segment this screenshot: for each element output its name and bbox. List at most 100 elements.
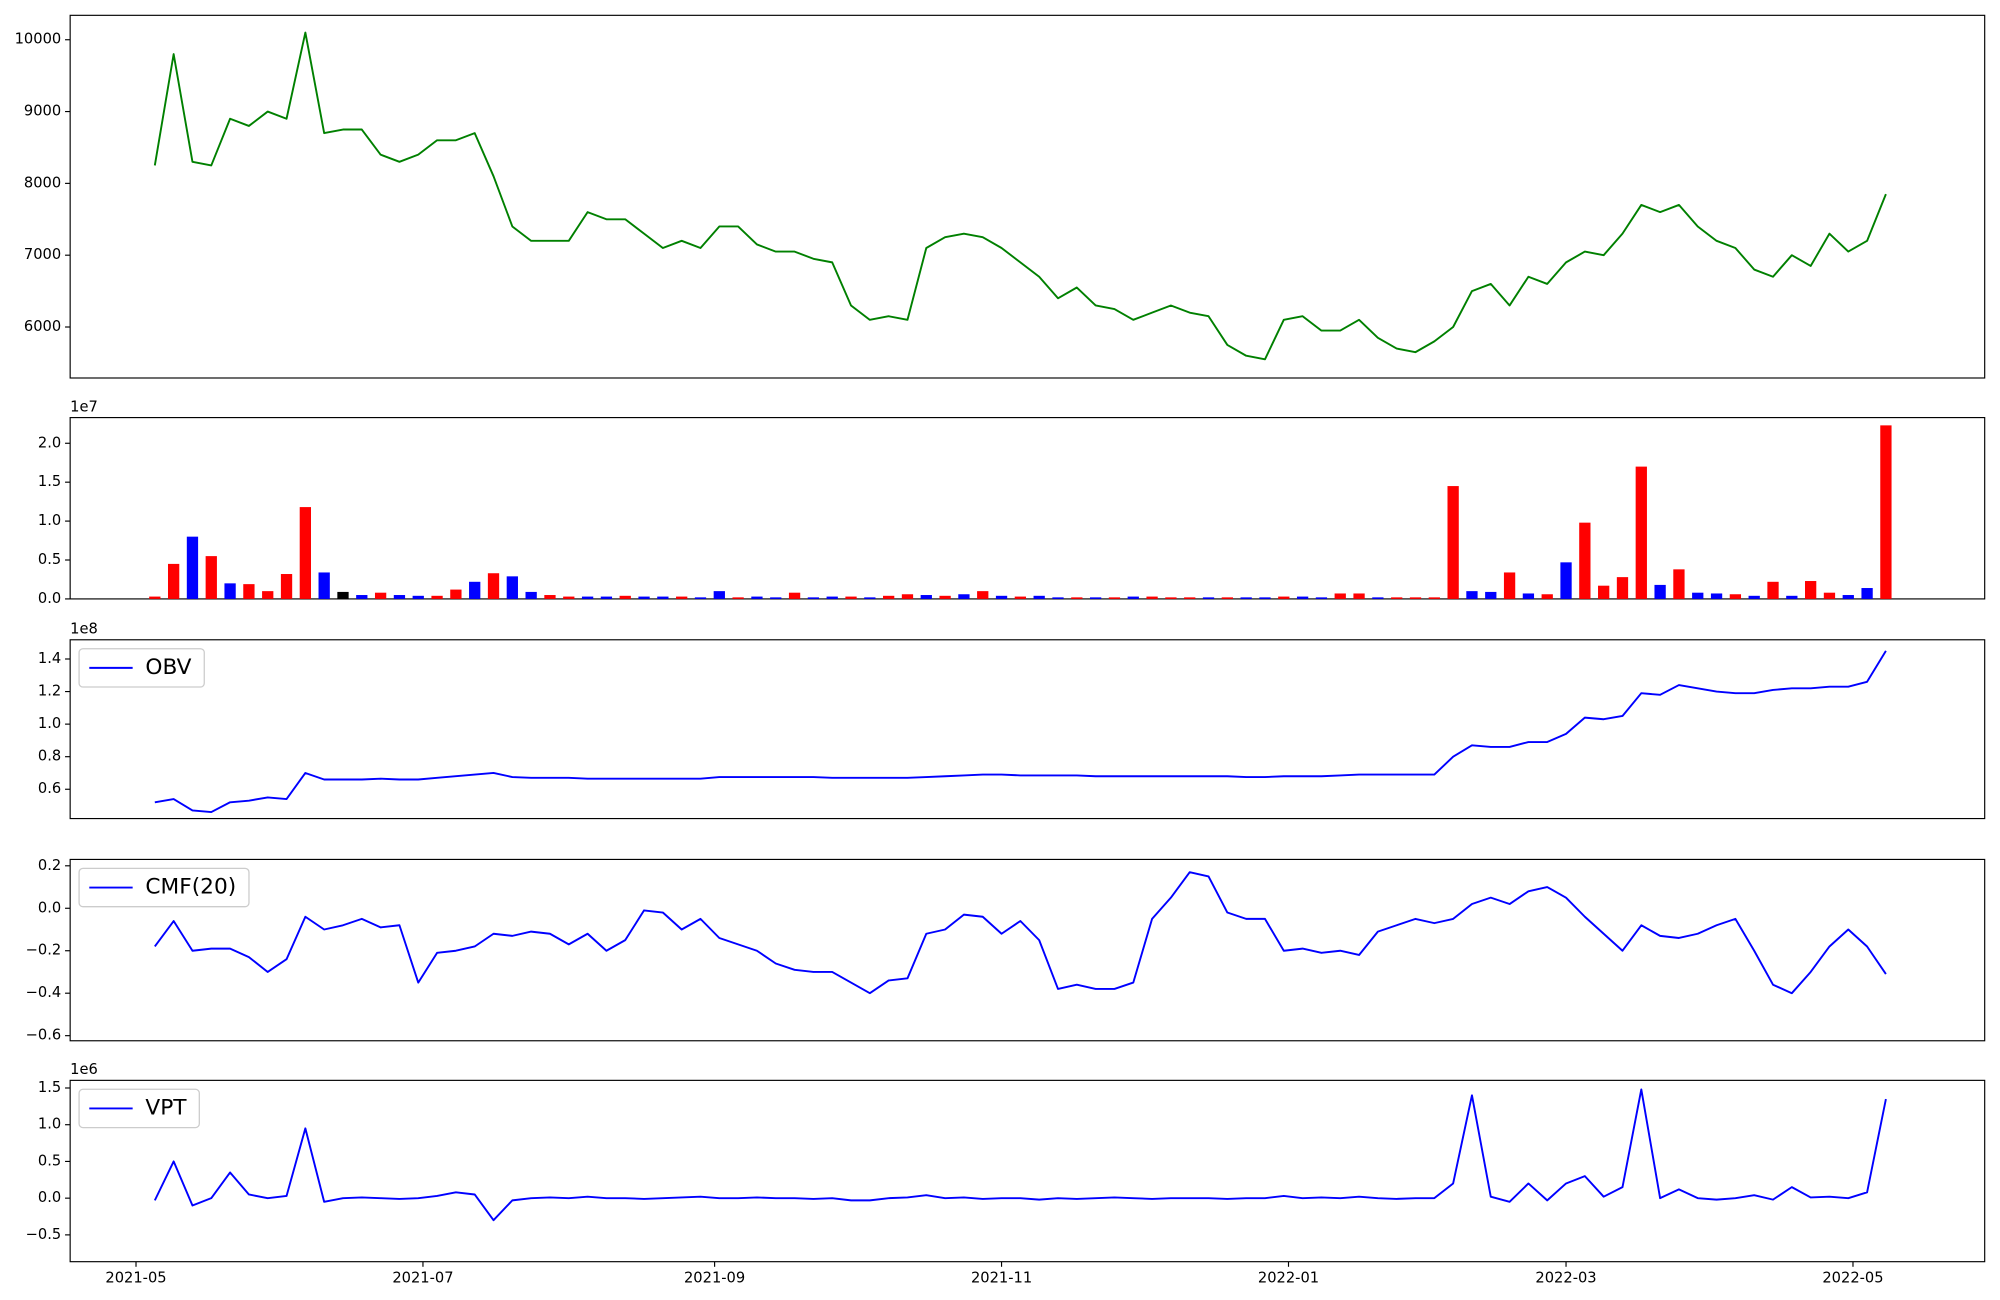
volume-bar: [676, 596, 688, 599]
volume-bar: [1673, 569, 1685, 599]
volume-bar: [280, 574, 293, 599]
volume-bar: [995, 595, 1008, 599]
volume-bar: [1692, 592, 1704, 599]
volume-bar: [1071, 597, 1083, 599]
y-tick-label: 1.5: [38, 473, 61, 490]
axis-offset-label: 1e7: [70, 398, 98, 415]
volume-bar: [1823, 592, 1836, 599]
volume-bar: [770, 597, 782, 599]
volume-bar: [224, 583, 236, 599]
legend-box: [78, 648, 205, 688]
y-tick-label: 0.0: [38, 1189, 61, 1206]
x-tick-label: 2022-05: [1822, 1269, 1883, 1286]
volume-bar: [1259, 597, 1271, 599]
volume-bar: [1184, 597, 1196, 599]
data-line: [153, 1088, 1887, 1222]
volume-bar: [1221, 597, 1233, 599]
volume-bar: [374, 592, 387, 599]
volume-bar: [1748, 595, 1760, 599]
volume-bar: [243, 584, 255, 599]
volume-bar: [1334, 593, 1346, 599]
volume-bar: [1842, 595, 1854, 599]
volume-bar: [1466, 591, 1478, 599]
volume-bar: [1409, 597, 1422, 599]
volume-bar: [1616, 577, 1629, 599]
y-tick-label: 1.0: [38, 715, 61, 732]
volume-bar: [939, 595, 951, 599]
volume-bar: [1428, 597, 1440, 599]
y-tick-label: 7000: [24, 246, 61, 263]
volume-bar: [1372, 597, 1384, 599]
y-tick-label: 1.2: [38, 683, 61, 700]
volume-bar: [581, 596, 594, 599]
y-tick-label: 10000: [15, 31, 62, 48]
volume-bar: [1635, 466, 1647, 599]
x-tick-label: 2021-09: [684, 1269, 745, 1286]
legend-label: VPT: [145, 1095, 187, 1120]
volume-bar: [864, 597, 876, 599]
volume-bar: [1278, 596, 1290, 599]
y-tick-label: 9000: [24, 103, 61, 120]
volume-bar: [167, 563, 180, 599]
volume-bar: [1729, 594, 1742, 599]
volume-bar: [1786, 595, 1798, 599]
y-tick-label: 8000: [24, 174, 61, 191]
volume-bar: [356, 595, 368, 599]
volume-bar: [845, 596, 857, 599]
volume-bar: [563, 596, 575, 599]
volume-bar: [657, 596, 669, 599]
volume-bar: [299, 507, 311, 599]
x-tick-label: 2021-11: [971, 1269, 1032, 1286]
volume-bar: [638, 596, 650, 599]
x-tick-label: 2021-07: [392, 1269, 453, 1286]
volume-bar: [1391, 597, 1403, 599]
volume-bar: [694, 597, 707, 599]
volume-bar: [826, 596, 838, 599]
y-tick-label: 0.8: [38, 748, 61, 765]
y-tick-label: 0.0: [38, 590, 61, 607]
volume-bar: [1767, 581, 1779, 599]
volume-bar: [920, 595, 932, 599]
volume-bar: [318, 572, 330, 599]
volume-bar: [1503, 572, 1516, 599]
volume-bar: [1353, 593, 1365, 599]
volume-bar: [525, 591, 537, 599]
volume-bar: [883, 595, 895, 599]
volume-bar: [469, 581, 481, 599]
volume-bar: [393, 595, 406, 599]
legend-box: [78, 1088, 200, 1129]
axis-offset-label: 1e8: [70, 621, 98, 638]
x-tick-label: 2022-03: [1535, 1269, 1596, 1286]
volume-bar: [506, 576, 518, 599]
y-tick-label: −0.6: [26, 1027, 62, 1044]
volume-bar: [713, 591, 725, 599]
volume-bar: [149, 596, 161, 599]
volume-bar: [487, 573, 500, 599]
axis-offset-label: 1e6: [70, 1061, 98, 1078]
volume-bar: [544, 595, 556, 599]
volume-bar: [1315, 597, 1328, 599]
volume-bar: [1033, 595, 1045, 599]
y-tick-label: 0.2: [38, 857, 61, 874]
volume-bar: [431, 595, 443, 599]
volume-bar: [901, 594, 914, 599]
volume-bar: [412, 595, 424, 599]
volume-bar: [1165, 597, 1177, 599]
volume-bar: [1014, 596, 1027, 599]
volume-bar: [1296, 596, 1309, 599]
legend-label: CMF(20): [145, 875, 236, 900]
volume-bar: [1560, 562, 1572, 599]
volume-bar: [1146, 596, 1158, 599]
legend-box: [78, 867, 250, 908]
volume-bar: [958, 594, 970, 599]
x-tick-label: 2021-05: [105, 1269, 166, 1286]
data-line: [154, 871, 1887, 995]
volume-bar: [788, 592, 801, 599]
plot-frame: [69, 1079, 1986, 1263]
volume-bar: [450, 589, 462, 599]
volume-bar: [600, 596, 613, 599]
y-tick-label: 1.0: [38, 512, 61, 529]
volume-bar: [1240, 597, 1252, 599]
y-tick-label: −0.2: [26, 942, 62, 959]
volume-bar: [977, 591, 989, 599]
